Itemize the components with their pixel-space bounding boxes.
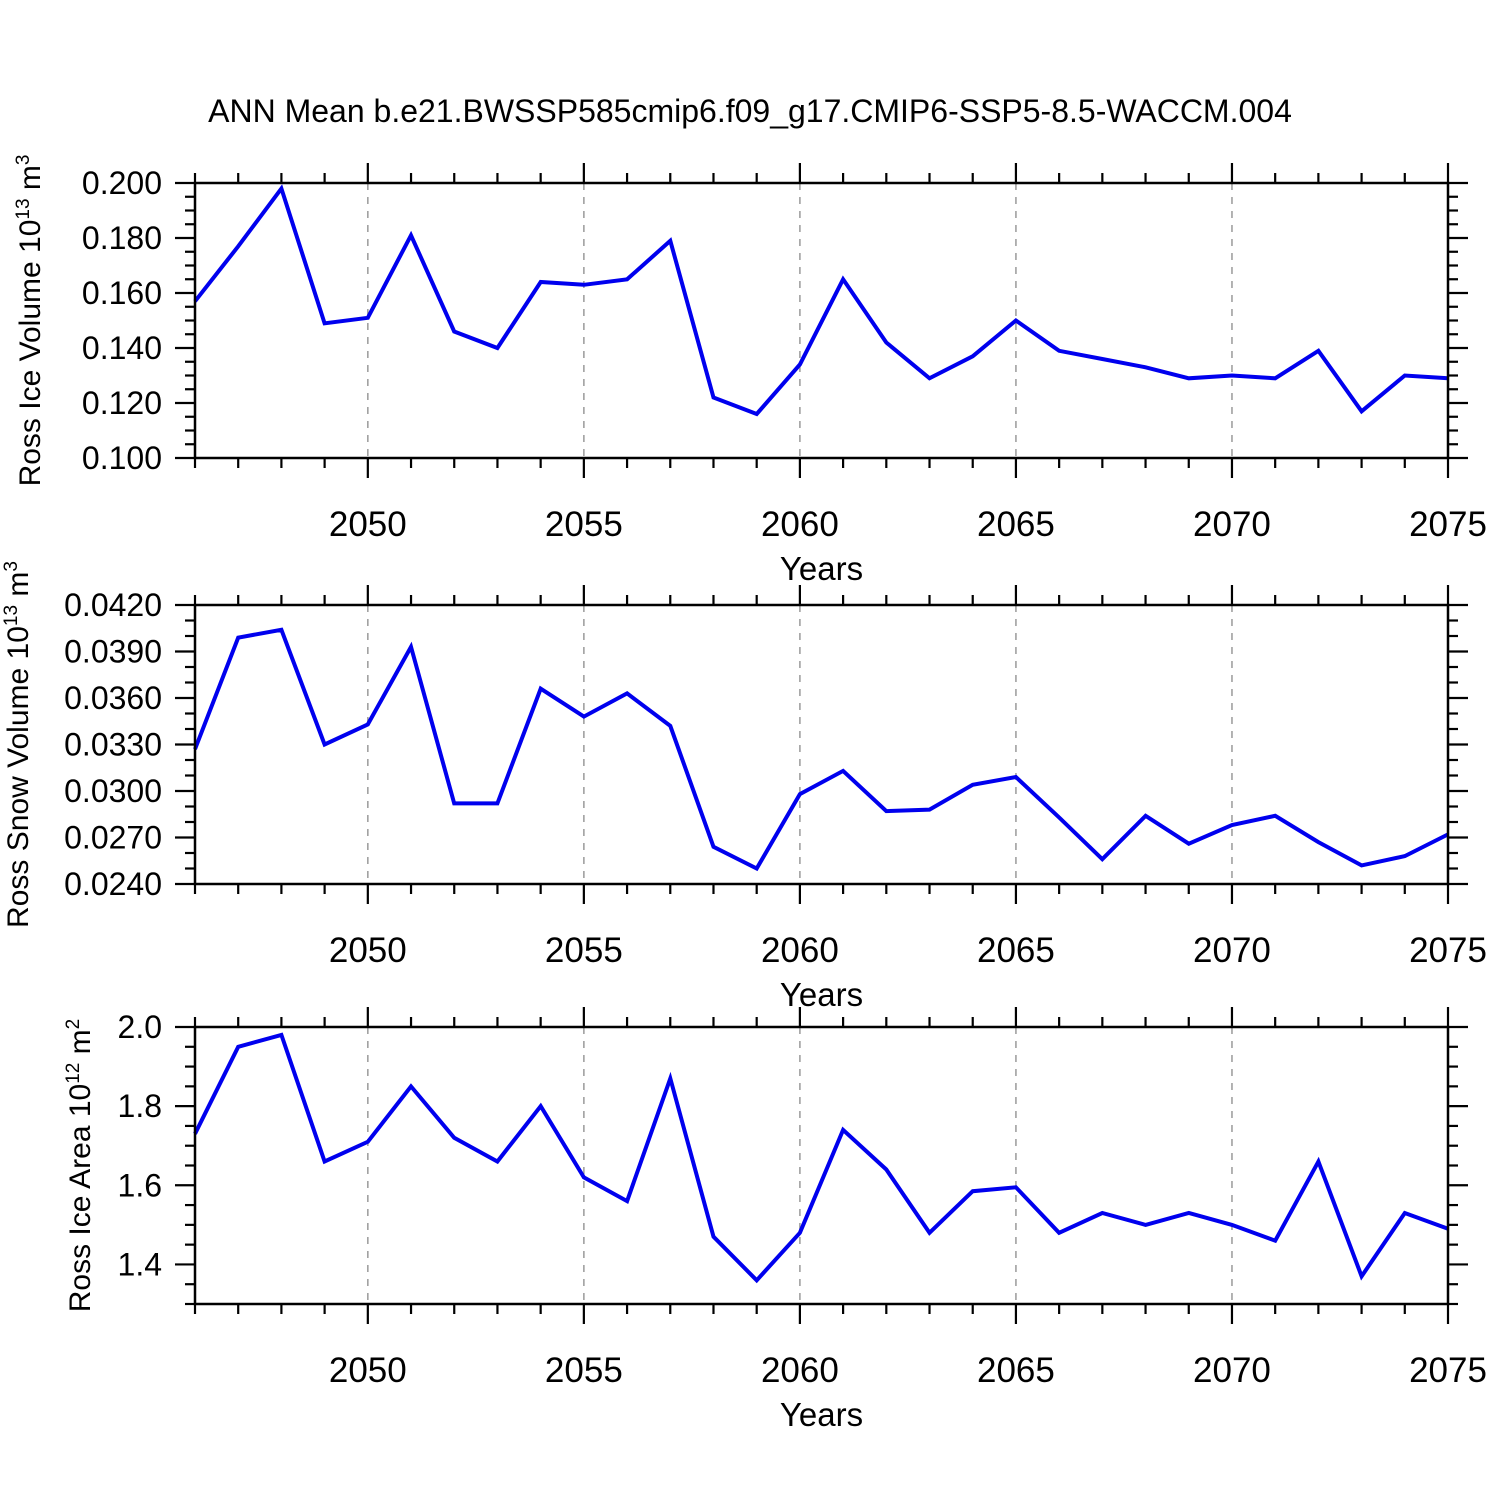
y-tick-label-0.120: 0.120 [82, 385, 162, 421]
x-tick-label-2065: 2065 [977, 505, 1055, 544]
plot-ross-ice-volume: 0.100 0.120 0.140 0.160 0.180 0.200 2050 2055 20… [13, 155, 1487, 587]
ross-ice-volume-line [193, 184, 1449, 417]
x-tick-label-2065: 2065 [977, 1351, 1055, 1390]
y-axis-title: Ross Ice Area 1012 m2 [63, 1019, 97, 1313]
x-tick-label-2050: 2050 [329, 1351, 407, 1390]
y-tick-label-0.0300: 0.0300 [64, 773, 162, 809]
x-tick-label-2055: 2055 [545, 505, 623, 544]
y-tick-label-2.0: 2.0 [118, 1009, 162, 1045]
y-tick-label-0.200: 0.200 [82, 165, 162, 201]
x-tick-label-2065: 2065 [977, 931, 1055, 970]
x-axis-title: Years [780, 976, 863, 1013]
y-tick-label-0.0360: 0.0360 [64, 680, 162, 716]
y-tick-label-1.4: 1.4 [118, 1246, 162, 1282]
y-tick-label-0.140: 0.140 [82, 330, 162, 366]
plot-frame [193, 603, 1450, 886]
plot-ross-ice-area: 1.4 1.6 1.8 2.0 2050 2055 2060 2065 2070 2075 Year… [63, 1007, 1487, 1433]
x-tick-label-2070: 2070 [1193, 1351, 1271, 1390]
x-tick-label-2060: 2060 [761, 505, 839, 544]
x-tick-label-2050: 2050 [329, 931, 407, 970]
y-tick-label-0.0240: 0.0240 [64, 866, 162, 902]
y-axis-title: Ross Ice Volume 1013 m3 [13, 155, 47, 487]
x-tick-label-2050: 2050 [329, 505, 407, 544]
y-tick-label-1.6: 1.6 [118, 1167, 162, 1203]
y-tick-label-0.180: 0.180 [82, 220, 162, 256]
y-tick-label-0.160: 0.160 [82, 275, 162, 311]
x-tick-label-2070: 2070 [1193, 931, 1271, 970]
x-tick-label-2060: 2060 [761, 931, 839, 970]
x-tick-label-2075: 2075 [1409, 505, 1487, 544]
x-axis-title: Years [780, 1396, 863, 1433]
y-axis-title: Ross Snow Volume 1013 m3 [1, 561, 35, 928]
x-tick-label-2055: 2055 [545, 1351, 623, 1390]
figure-title: ANN Mean b.e21.BWSSP585cmip6.f09_g17.CMI… [208, 93, 1292, 129]
ross-ice-area-line [193, 1032, 1449, 1284]
x-tick-label-2070: 2070 [1193, 505, 1271, 544]
ross-snow-volume-line [193, 627, 1449, 872]
x-tick-label-2075: 2075 [1409, 931, 1487, 970]
x-tick-label-2060: 2060 [761, 1351, 839, 1390]
plot-frame [193, 1025, 1450, 1306]
y-tick-label-0.0270: 0.0270 [64, 820, 162, 856]
plot-ross-snow-volume: 0.0240 0.0270 0.0300 0.0330 0.0360 0.0390 0.04… [1, 561, 1487, 1013]
plots-root: 0.100 0.120 0.140 0.160 0.180 0.200 2050 2055 20… [1, 155, 1487, 1433]
y-tick-label-0.0420: 0.0420 [64, 587, 162, 623]
x-tick-label-2075: 2075 [1409, 1351, 1487, 1390]
x-axis-title: Years [780, 550, 863, 587]
y-tick-label-0.0390: 0.0390 [64, 634, 162, 670]
y-tick-label-1.8: 1.8 [118, 1088, 162, 1124]
y-tick-label-0.0330: 0.0330 [64, 727, 162, 763]
y-tick-label-0.100: 0.100 [82, 440, 162, 476]
x-tick-label-2055: 2055 [545, 931, 623, 970]
